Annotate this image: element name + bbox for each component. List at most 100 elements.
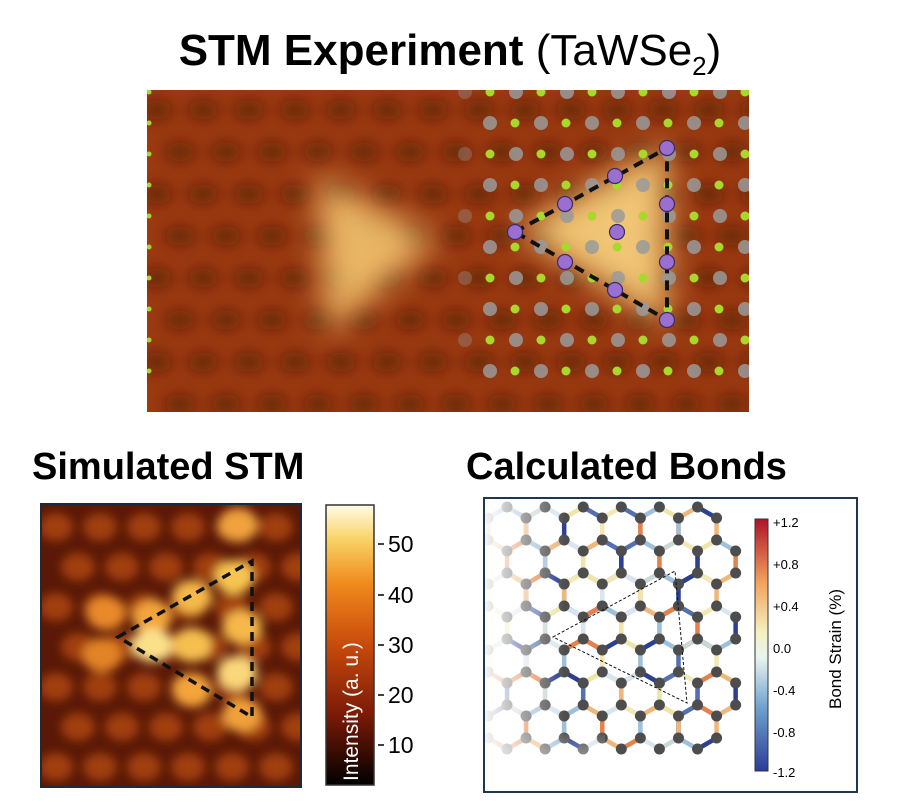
green-atom: [536, 149, 546, 159]
atom: [672, 600, 684, 612]
purple-atom: [606, 281, 624, 299]
atom: [730, 633, 742, 645]
gray-atom: [560, 271, 574, 285]
green-atom: [663, 118, 673, 128]
atom: [653, 699, 665, 711]
sim-atom: [149, 713, 183, 741]
gray-atom: [611, 147, 625, 161]
green-atom: [485, 211, 495, 221]
gray-atom: [636, 364, 650, 378]
gray-atom: [687, 240, 701, 254]
bond-triangle: [551, 570, 688, 704]
green-atom: [740, 149, 749, 159]
gray-atom: [713, 90, 727, 99]
green-atom: [536, 90, 546, 97]
green-atom: [612, 242, 622, 252]
green-atom: [638, 211, 648, 221]
sim-atom: [127, 513, 161, 541]
green-atom: [689, 273, 699, 283]
edge-atom: [147, 213, 152, 219]
sim-bright-atom: [82, 638, 122, 672]
purple-atom: [658, 311, 676, 329]
gray-atom: [585, 302, 599, 316]
green-atom: [587, 211, 597, 221]
simulated-stm-image: [40, 503, 302, 788]
green-atom: [536, 211, 546, 221]
atom: [653, 677, 665, 689]
atom: [596, 666, 608, 678]
intensity-ticks: 50 40 30 20 10: [378, 531, 414, 758]
green-atom: [714, 304, 724, 314]
sim-atom: [281, 713, 300, 741]
strain-colorbar: [754, 518, 769, 772]
bond-lattice: +1.2 +0.8 +0.4 0.0 -0.4 -0.8 -1.2 Bond S…: [482, 499, 845, 791]
green-atom: [485, 335, 495, 345]
green-atom: [612, 118, 622, 128]
atom: [692, 545, 704, 557]
atom: [692, 633, 704, 645]
atom: [672, 666, 684, 678]
sim-bright-atom: [222, 610, 262, 644]
atom: [634, 534, 646, 546]
green-atom: [561, 304, 571, 314]
sim-atom: [61, 553, 95, 581]
sim-atom: [281, 553, 300, 581]
green-atom: [587, 149, 597, 159]
sim-atom: [42, 753, 73, 781]
green-atom: [714, 242, 724, 252]
gray-atom: [509, 271, 523, 285]
edge-atom: [147, 90, 152, 95]
atom: [711, 732, 723, 744]
gray-atom: [738, 302, 749, 316]
atom: [577, 567, 589, 579]
atom: [615, 611, 627, 623]
gray-atom: [458, 333, 472, 347]
atom: [596, 710, 608, 722]
gray-atom: [483, 178, 497, 192]
sim-atom: [259, 753, 293, 781]
atom: [711, 666, 723, 678]
paren-close: ): [706, 26, 722, 75]
green-atom: [740, 335, 749, 345]
atom: [672, 578, 684, 590]
purple-atom: [658, 139, 676, 157]
gray-atom: [738, 364, 749, 378]
sim-bright-atom: [172, 673, 212, 707]
gray-atom: [687, 178, 701, 192]
sim-bright-atom: [86, 596, 126, 630]
atom: [692, 677, 704, 689]
experiment-triangle: [510, 144, 669, 324]
formula-subscript: 2: [692, 50, 707, 81]
green-atom: [485, 149, 495, 159]
gray-atom: [483, 240, 497, 254]
atom: [596, 644, 608, 656]
gray-atom: [458, 209, 472, 223]
green-atom: [561, 118, 571, 128]
tick-label: 50: [388, 531, 414, 557]
edge-atom: [147, 120, 152, 126]
atom: [711, 710, 723, 722]
sim-atom: [171, 513, 205, 541]
gray-atom: [534, 116, 548, 130]
atom: [692, 501, 704, 513]
atom: [596, 600, 608, 612]
tick-label: 40: [388, 582, 414, 608]
atom: [634, 732, 646, 744]
sim-atom: [127, 673, 161, 701]
green-atom: [714, 180, 724, 190]
intensity-colorbar: Intensity (a. u.): [325, 504, 375, 786]
gray-atom: [560, 333, 574, 347]
calculated-bonds-title: Calculated Bonds: [466, 446, 787, 488]
gray-atom: [483, 364, 497, 378]
stm-experiment-title: STM Experiment (TaWSe2): [0, 26, 900, 82]
atom: [672, 534, 684, 546]
edge-atom: [147, 368, 152, 374]
gray-atom: [560, 147, 574, 161]
purple-atom: [658, 195, 676, 213]
atom: [692, 699, 704, 711]
gray-atom: [534, 364, 548, 378]
strain-tick: -0.8: [773, 725, 795, 740]
gray-atom: [687, 364, 701, 378]
sim-atom: [259, 673, 293, 701]
green-atom: [714, 366, 724, 376]
